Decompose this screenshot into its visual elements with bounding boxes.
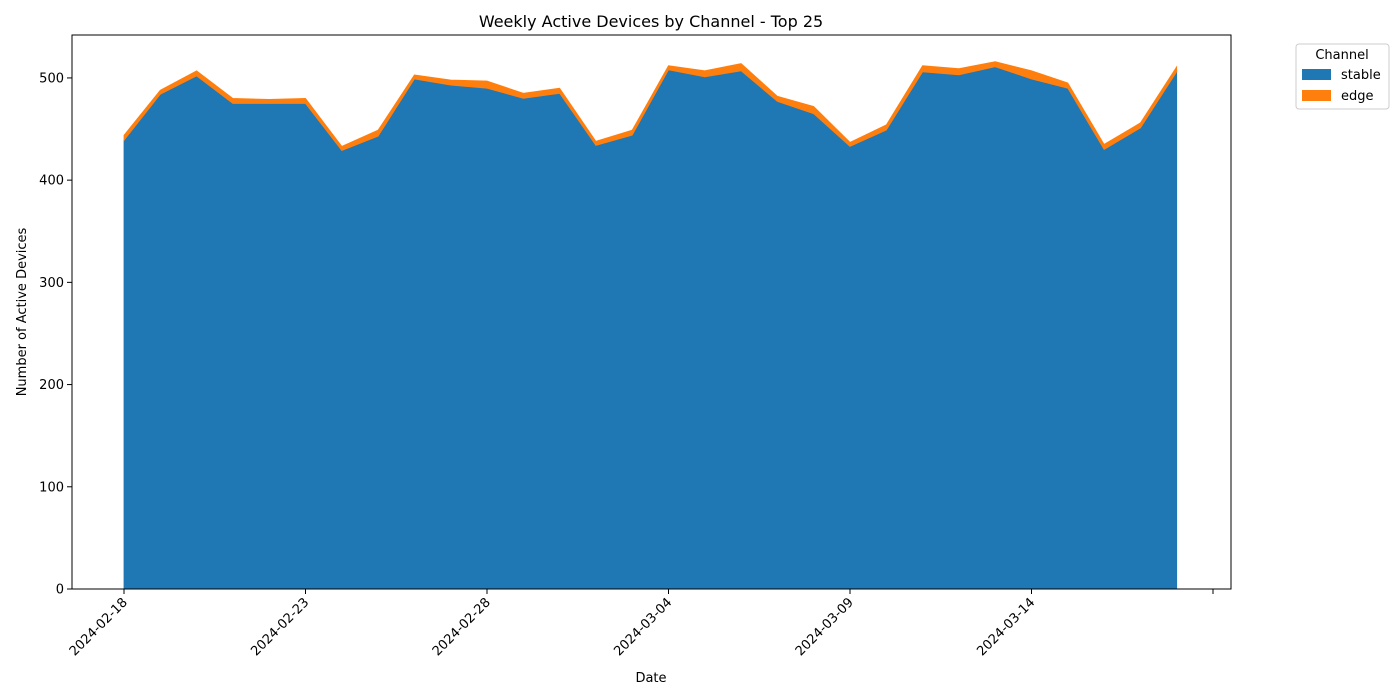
plot-frame [71,34,1232,590]
x-tick-label: 2024-02-23 [248,595,312,659]
y-tick-label: 300 [39,276,64,291]
area-series-group [123,61,1178,590]
legend-swatch-stable [1302,69,1331,80]
legend-label-edge: edge [1341,89,1374,104]
chart-title: Weekly Active Devices by Channel - Top 2… [479,12,823,31]
x-tick-label: 2024-03-14 [974,595,1038,659]
legend: Channel stable edge [1295,43,1390,110]
x-axis-ticks: 2024-02-18 2024-02-23 2024-02-28 2024-03-04… [67,589,1214,659]
y-axis-ticks: 0 100 200 300 400 500 [39,71,72,598]
y-tick-label: 100 [39,480,64,495]
area-stable [123,66,1178,590]
x-tick-label: 2024-02-18 [67,595,131,659]
legend-swatch-edge [1302,90,1331,101]
y-axis-label: Number of Active Devices [15,227,30,396]
x-axis-label: Date [635,671,666,686]
area-edge [123,61,1178,151]
x-tick-label: 2024-02-28 [430,595,494,659]
y-tick-label: 500 [39,71,64,86]
legend-title: Channel [1315,48,1368,63]
x-tick-label: 2024-03-04 [611,595,675,659]
y-tick-label: 200 [39,378,64,393]
y-tick-label: 400 [39,174,64,189]
y-tick-label: 0 [56,583,64,598]
legend-label-stable: stable [1341,68,1381,83]
legend-items: stable edge [1302,68,1381,104]
x-tick-label: 2024-03-09 [793,595,857,659]
